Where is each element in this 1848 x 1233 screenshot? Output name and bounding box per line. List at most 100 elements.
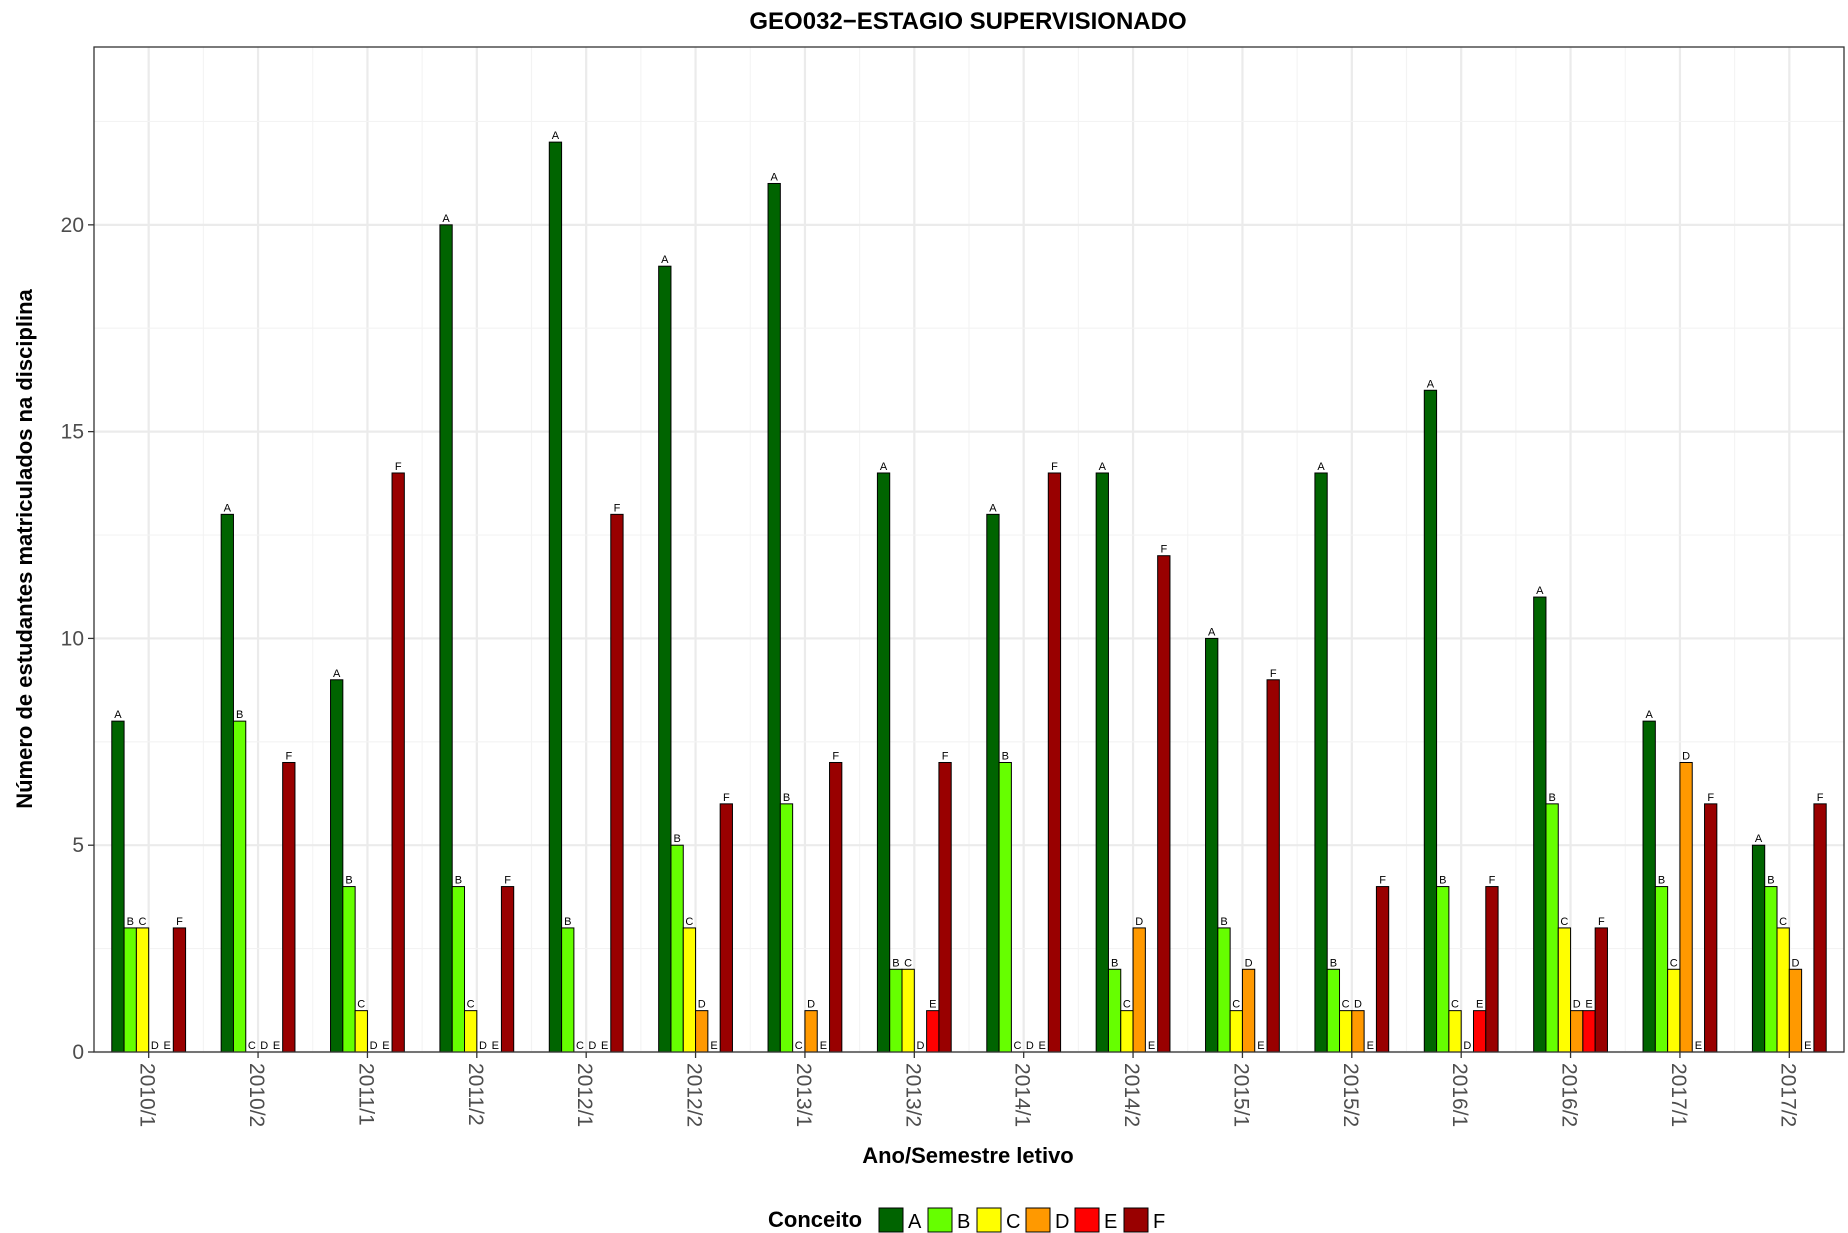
bar-label: F <box>1598 916 1605 928</box>
x-tick-label: 2016/1 <box>1448 1063 1471 1127</box>
bar-label: C <box>248 1040 256 1052</box>
bar-B-2013/1 <box>779 803 794 1053</box>
bar-F-2016/1 <box>1485 886 1499 1053</box>
bar-A-2013/2 <box>876 472 891 1053</box>
bar-label: A <box>880 461 888 473</box>
bar-label: B <box>673 833 680 845</box>
y-tick-label: 0 <box>72 1041 84 1064</box>
bar-label: C <box>1014 1040 1022 1052</box>
bar-label: B <box>783 792 790 804</box>
bar-label: A <box>1099 461 1107 473</box>
bar-A-2011/1 <box>330 679 344 1053</box>
bar-D-2012/2 <box>695 1010 709 1053</box>
bar-B-2015/1 <box>1217 927 1231 1053</box>
bar-label: E <box>163 1040 170 1052</box>
bar-label: A <box>1208 626 1216 638</box>
y-tick-label: 5 <box>72 834 84 857</box>
bar-label: A <box>442 213 450 225</box>
bar-label: D <box>916 1040 924 1052</box>
plot-panel-border <box>93 46 1845 1053</box>
bar-label: C <box>139 916 147 928</box>
bar-label: B <box>1220 916 1227 928</box>
bar-E-2013/2 <box>926 1010 940 1053</box>
bar-label: E <box>382 1040 389 1052</box>
legend-label-D: D <box>1055 1211 1069 1233</box>
bar-F-2015/2 <box>1375 886 1390 1053</box>
bar-label: A <box>771 171 779 183</box>
bar-F-2017/1 <box>1704 803 1718 1053</box>
bar-label: D <box>1463 1040 1471 1052</box>
x-tick-label: 2013/2 <box>901 1063 924 1127</box>
bar-label: B <box>1658 875 1665 887</box>
bar-E-2016/1 <box>1472 1010 1487 1053</box>
bar-label: D <box>260 1040 268 1052</box>
legend-label-C: C <box>1006 1211 1020 1233</box>
bar-label: B <box>892 957 899 969</box>
bar-D-2015/1 <box>1241 968 1256 1053</box>
legend-label-A: A <box>908 1211 922 1233</box>
bar-label: B <box>1002 750 1009 762</box>
bar-label: E <box>601 1040 608 1052</box>
bar-label: C <box>795 1040 803 1052</box>
legend-swatch-C <box>976 1207 1002 1233</box>
bar-B-2016/2 <box>1545 803 1559 1053</box>
bar-label: F <box>1707 792 1714 804</box>
x-tick-label: 2017/1 <box>1667 1063 1690 1127</box>
bar-label: C <box>685 916 693 928</box>
x-tick-label: 2010/1 <box>136 1063 159 1127</box>
bar-label: A <box>1755 833 1763 845</box>
bar-label: C <box>904 957 912 969</box>
bar-B-2011/1 <box>342 886 356 1053</box>
bar-label: D <box>479 1040 487 1052</box>
bar-label: C <box>1232 999 1240 1011</box>
bar-D-2015/2 <box>1351 1010 1365 1053</box>
bar-label: C <box>1123 999 1131 1011</box>
bar-A-2012/1 <box>548 141 563 1053</box>
bar-A-2012/2 <box>658 265 672 1053</box>
x-tick-label: 2013/1 <box>792 1063 815 1127</box>
x-tick-label: 2010/2 <box>245 1063 268 1127</box>
bar-B-2014/1 <box>998 761 1012 1053</box>
x-tick-label: 2012/2 <box>683 1063 706 1127</box>
bar-C-2017/2 <box>1776 927 1790 1053</box>
bar-F-2015/1 <box>1266 679 1280 1053</box>
bar-label: B <box>455 875 462 887</box>
bar-label: C <box>1451 999 1459 1011</box>
bar-label: E <box>820 1040 827 1052</box>
bar-label: D <box>151 1040 159 1052</box>
bar-label: E <box>1148 1040 1155 1052</box>
bar-A-2014/2 <box>1095 472 1109 1053</box>
bar-A-2016/1 <box>1423 389 1438 1053</box>
y-tick-label: 10 <box>61 627 84 650</box>
bar-A-2010/1 <box>111 720 125 1053</box>
bar-A-2016/2 <box>1533 596 1547 1053</box>
bar-C-2016/2 <box>1557 927 1572 1053</box>
bar-A-2011/2 <box>439 224 453 1053</box>
bar-A-2015/2 <box>1314 472 1328 1053</box>
bar-A-2017/1 <box>1642 720 1656 1053</box>
x-tick-label: 2015/1 <box>1229 1063 1252 1127</box>
bar-label: F <box>1051 461 1058 473</box>
bar-label: D <box>588 1040 596 1052</box>
bar-label: F <box>614 502 621 514</box>
bar-F-2016/2 <box>1594 927 1608 1053</box>
bar-label: F <box>1160 544 1167 556</box>
bar-F-2010/1 <box>172 927 187 1053</box>
bar-A-2013/1 <box>767 182 781 1053</box>
bar-label: D <box>1245 957 1253 969</box>
bar-label: C <box>1342 999 1350 1011</box>
bar-A-2014/1 <box>986 513 1000 1053</box>
bar-label: B <box>1111 957 1118 969</box>
bar-label: A <box>552 130 560 142</box>
bar-label: E <box>929 999 936 1011</box>
bar-B-2011/2 <box>451 886 466 1053</box>
bar-label: E <box>1476 999 1483 1011</box>
bar-F-2012/2 <box>719 803 733 1053</box>
bar-label: A <box>661 254 669 266</box>
bar-B-2017/2 <box>1764 886 1778 1053</box>
bar-C-2011/2 <box>464 1010 478 1053</box>
bar-B-2015/2 <box>1326 968 1341 1053</box>
x-tick-label: 2012/1 <box>573 1063 596 1127</box>
